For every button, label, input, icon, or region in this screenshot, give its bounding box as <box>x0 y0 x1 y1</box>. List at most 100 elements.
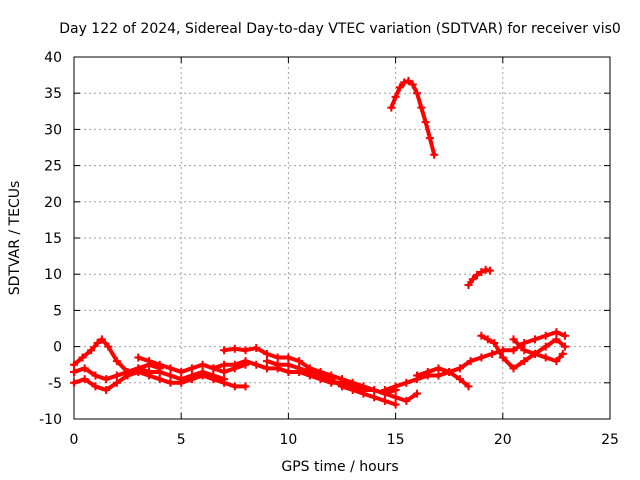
series-track-m <box>464 265 494 290</box>
y-tick-label: -10 <box>39 412 62 428</box>
data-point <box>230 360 239 369</box>
data-point <box>209 364 218 373</box>
data-point <box>145 367 154 376</box>
data-point <box>220 346 229 355</box>
data-point <box>284 367 293 376</box>
series-track-h <box>380 328 569 395</box>
data-point <box>295 364 304 373</box>
data-point <box>70 360 78 369</box>
data-point <box>155 367 164 376</box>
chart-title: Day 122 of 2024, Sidereal Day-to-day VTE… <box>59 21 621 37</box>
y-tick-label: 10 <box>44 267 62 283</box>
data-point <box>430 150 439 159</box>
data-point <box>370 393 379 402</box>
data-point <box>434 364 443 373</box>
x-tick-label: 10 <box>279 432 297 448</box>
data-point <box>102 386 111 395</box>
series-track-g <box>262 357 400 409</box>
series-line <box>389 78 437 157</box>
data-point <box>177 375 186 384</box>
data-point <box>421 118 430 127</box>
data-point <box>70 367 78 376</box>
data-point <box>262 357 271 366</box>
data-point <box>187 364 196 373</box>
data-point <box>123 367 132 376</box>
data-point <box>434 371 443 380</box>
data-point <box>552 335 561 344</box>
data-point <box>91 382 100 391</box>
data-point <box>370 386 379 395</box>
data-point <box>262 349 271 358</box>
data-point <box>483 335 492 344</box>
data-point <box>455 364 464 373</box>
series-track-d <box>134 353 250 376</box>
data-point <box>402 378 411 387</box>
series-track-k <box>509 335 567 366</box>
series-line <box>511 337 565 364</box>
data-point <box>252 360 261 369</box>
data-point <box>380 386 389 395</box>
data-point <box>509 364 518 373</box>
data-point <box>404 76 413 85</box>
data-point <box>295 357 304 366</box>
data-point <box>262 364 271 373</box>
data-point <box>413 389 422 398</box>
data-point <box>327 375 336 384</box>
data-point <box>104 342 113 351</box>
data-point <box>413 371 422 380</box>
data-point <box>417 103 426 112</box>
y-tick-label: 15 <box>44 231 62 247</box>
data-point <box>498 353 507 362</box>
data-point <box>78 353 87 362</box>
series-track-l <box>387 76 439 159</box>
y-tick-label: 25 <box>44 159 62 175</box>
data-point <box>87 346 96 355</box>
data-point <box>102 375 111 384</box>
x-tick-label: 0 <box>70 432 79 448</box>
data-point <box>252 344 261 353</box>
series-track-j <box>477 331 569 373</box>
x-tick-label: 20 <box>494 432 512 448</box>
data-point <box>560 342 569 351</box>
data-point <box>468 275 477 284</box>
y-tick-label: 20 <box>44 195 62 211</box>
data-point <box>338 382 346 391</box>
data-point <box>241 346 250 355</box>
data-point <box>509 346 518 355</box>
data-point <box>91 371 100 380</box>
data-point <box>477 331 486 340</box>
data-point <box>560 331 569 340</box>
data-point <box>391 92 400 101</box>
data-point <box>387 103 396 112</box>
data-point <box>425 134 434 143</box>
data-point <box>241 357 250 366</box>
data-point <box>541 353 550 362</box>
data-point <box>284 353 293 362</box>
data-point <box>530 335 539 344</box>
data-point <box>490 338 499 347</box>
data-point <box>134 353 143 362</box>
data-point <box>477 353 486 362</box>
data-point <box>552 357 561 366</box>
data-point <box>97 335 106 344</box>
data-point <box>220 375 229 384</box>
data-point <box>359 389 368 398</box>
data-point <box>552 328 561 337</box>
data-point <box>348 386 357 395</box>
data-point <box>509 335 518 344</box>
data-point <box>112 357 121 366</box>
data-point <box>230 382 239 391</box>
data-point <box>155 375 164 384</box>
data-point <box>209 371 218 380</box>
y-tick-label: 40 <box>44 50 62 66</box>
data-point <box>166 378 175 387</box>
y-tick-label: -5 <box>48 376 62 392</box>
data-point <box>166 371 175 380</box>
series-line <box>382 330 567 393</box>
y-tick-label: 0 <box>53 340 62 356</box>
data-point <box>455 375 464 384</box>
data-point <box>198 360 207 369</box>
data-point <box>187 371 196 380</box>
data-point <box>520 346 529 355</box>
